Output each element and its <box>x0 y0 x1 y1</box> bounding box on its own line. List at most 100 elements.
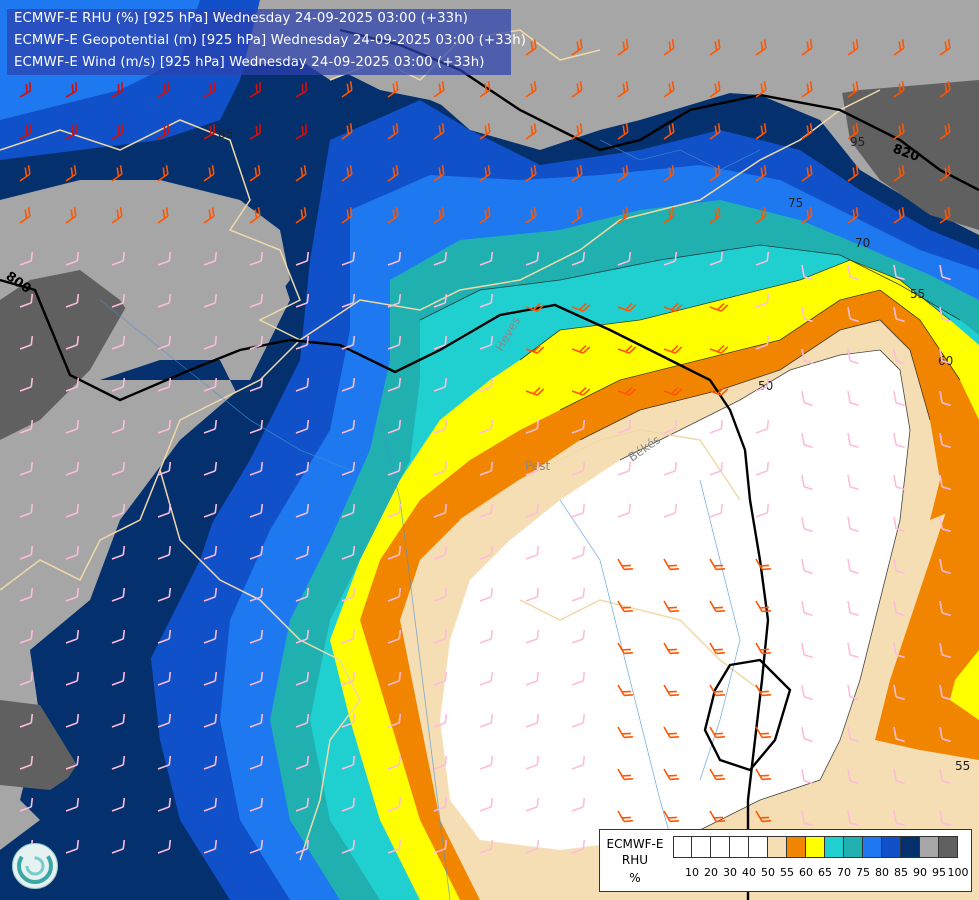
wind-barb <box>341 587 356 602</box>
wind-barb <box>663 303 683 312</box>
wind-barb <box>939 165 951 182</box>
wind-barb <box>387 503 402 518</box>
wind-barb <box>525 345 545 354</box>
wind-barb <box>387 545 402 560</box>
wind-barb <box>479 629 494 644</box>
wind-barb <box>157 165 169 182</box>
legend-swatch <box>749 836 768 858</box>
wind-barb <box>663 642 679 655</box>
wind-barb <box>433 545 448 560</box>
rhu-label-70: 70 <box>855 236 870 250</box>
wind-barb <box>571 629 586 644</box>
wind-barb <box>19 82 32 98</box>
wind-barb <box>755 461 770 476</box>
wind-barb <box>387 797 402 812</box>
wind-barb <box>387 461 402 476</box>
wind-barb <box>65 587 80 602</box>
wind-barb <box>387 587 402 602</box>
rhu-band-85-90-west <box>0 360 260 900</box>
wind-barb <box>433 251 448 266</box>
wind-barb <box>617 461 632 476</box>
legend-swatch <box>844 836 863 858</box>
wind-barb <box>249 629 264 644</box>
wind-barb <box>525 81 537 98</box>
wind-barb <box>847 165 859 182</box>
wind-barb <box>203 82 216 98</box>
wind-barb <box>617 123 629 140</box>
wind-barb <box>433 671 448 686</box>
rhu-band-90-95-northwest <box>0 180 290 340</box>
wind-barb <box>479 293 494 308</box>
wind-barb <box>341 123 353 140</box>
wind-barb <box>663 684 679 697</box>
wind-barb <box>203 839 218 854</box>
wind-barb <box>755 600 771 613</box>
wind-barb <box>617 303 637 312</box>
wind-barb <box>249 587 264 602</box>
wind-barb <box>801 684 813 701</box>
wind-barb <box>479 165 491 182</box>
wind-barb <box>203 293 218 308</box>
wind-barb <box>893 39 905 56</box>
wind-barb <box>203 755 218 770</box>
wind-barb <box>341 207 353 224</box>
wind-barb <box>893 264 905 281</box>
wind-barb <box>111 503 126 518</box>
wind-barb <box>893 81 905 98</box>
wind-barb <box>433 123 445 140</box>
rhu-band-95-100-east <box>840 75 979 230</box>
legend-tick-label: 60 <box>799 866 813 879</box>
wind-barb <box>65 377 80 392</box>
wind-barb <box>939 558 951 575</box>
wind-barb <box>939 348 951 365</box>
wind-barb <box>525 39 537 56</box>
legend-swatches <box>673 830 958 858</box>
wind-barb <box>801 600 813 617</box>
wind-barb <box>157 713 172 728</box>
wind-barb <box>801 390 813 407</box>
wind-barb <box>295 461 310 476</box>
wind-barb <box>939 810 951 827</box>
wind-barb <box>847 558 859 575</box>
wind-barb <box>663 726 679 739</box>
wind-barb <box>893 600 905 617</box>
wind-barb <box>203 377 218 392</box>
wind-barb <box>525 251 540 266</box>
wind-barb <box>111 165 123 182</box>
wind-barb <box>801 264 813 281</box>
wind-barb <box>617 810 633 823</box>
wind-barb <box>893 726 905 743</box>
wind-barb <box>387 629 402 644</box>
wind-barb <box>847 642 859 659</box>
wind-barb <box>65 713 80 728</box>
wind-barb <box>111 461 126 476</box>
wind-barb <box>249 839 264 854</box>
legend-swatch <box>806 836 825 858</box>
wind-barb <box>19 797 34 812</box>
wind-barb <box>755 251 770 266</box>
wind-barb <box>755 726 771 739</box>
wind-barb <box>19 293 34 308</box>
wind-barb <box>295 797 310 812</box>
wind-barb <box>663 387 683 396</box>
wind-barb <box>939 306 951 323</box>
wind-barb <box>847 207 859 224</box>
wind-barb <box>65 839 80 854</box>
wind-barb <box>433 81 445 98</box>
wind-barb <box>709 600 725 613</box>
wind-barb <box>847 516 859 533</box>
legend-title-variable: RHU <box>621 853 649 867</box>
wind-barb <box>341 839 356 854</box>
wind-barb <box>387 123 399 140</box>
wind-barb <box>65 419 80 434</box>
wind-barb <box>341 293 356 308</box>
wind-barb <box>755 123 767 140</box>
wind-barb <box>65 124 78 140</box>
wind-barb <box>295 207 307 224</box>
wind-barb <box>755 81 767 98</box>
wind-barb <box>387 207 399 224</box>
wind-barb <box>295 419 310 434</box>
wind-barb <box>801 123 813 140</box>
wind-barb <box>387 81 399 98</box>
wind-barb <box>433 335 448 350</box>
